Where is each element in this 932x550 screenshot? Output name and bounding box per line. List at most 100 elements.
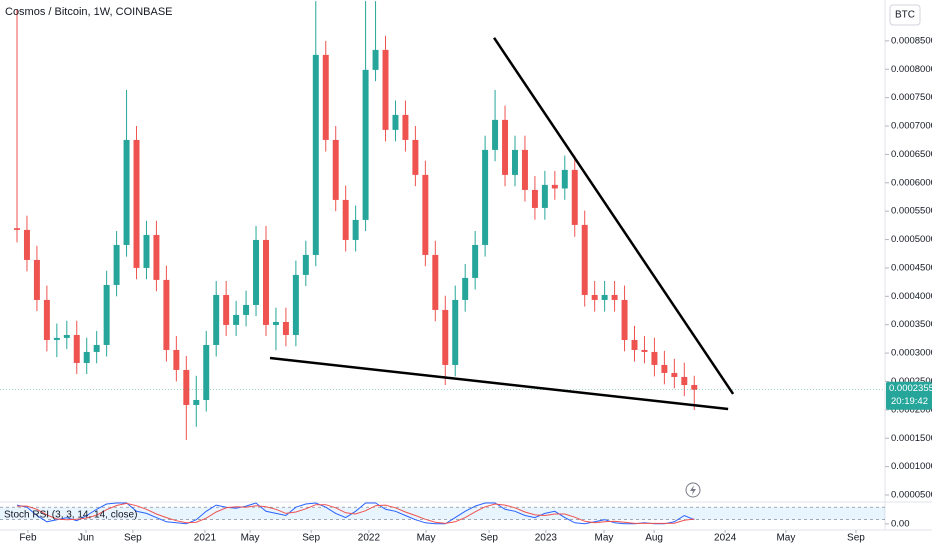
candle-body bbox=[322, 54, 329, 140]
candle-body bbox=[73, 334, 80, 363]
candle-body bbox=[621, 299, 628, 340]
candle-body bbox=[193, 399, 200, 405]
candle-body bbox=[631, 339, 638, 350]
y-tick-label: 0.0001500 bbox=[891, 433, 932, 444]
candle-body bbox=[382, 49, 389, 130]
x-tick-label: 2022 bbox=[358, 533, 381, 544]
candle-body bbox=[312, 54, 319, 255]
candle-body bbox=[422, 174, 429, 255]
candle-body bbox=[113, 244, 120, 285]
candle-body bbox=[432, 254, 439, 310]
candle-body bbox=[561, 169, 568, 189]
x-tick-label: 2024 bbox=[714, 533, 737, 544]
candle-body bbox=[213, 294, 220, 345]
x-tick-label: 2023 bbox=[535, 533, 558, 544]
candle-body bbox=[531, 189, 538, 208]
rsi-d-line bbox=[17, 502, 695, 524]
candle-body bbox=[372, 49, 379, 70]
candle-body bbox=[472, 244, 479, 278]
candle-body bbox=[442, 309, 449, 365]
trendline bbox=[493, 37, 735, 395]
rsi-k-line bbox=[16, 502, 695, 525]
candle-body bbox=[681, 376, 688, 385]
candle-body bbox=[233, 314, 240, 325]
candle-body bbox=[43, 299, 50, 340]
candle-body bbox=[482, 149, 489, 245]
candle-body bbox=[492, 119, 499, 150]
candle-body bbox=[133, 139, 140, 268]
candle-body bbox=[661, 364, 668, 373]
candle-body bbox=[173, 349, 180, 370]
currency-button[interactable] bbox=[889, 4, 921, 26]
x-tick-label: Feb bbox=[19, 533, 37, 544]
price-pane bbox=[0, 1, 885, 440]
candle-body bbox=[33, 259, 40, 300]
candle-body bbox=[282, 321, 289, 335]
candle-body bbox=[601, 294, 608, 300]
candle-body bbox=[103, 284, 110, 345]
candle-body bbox=[163, 279, 170, 350]
candle-body bbox=[551, 184, 558, 189]
candle-body bbox=[591, 294, 598, 300]
candle-body bbox=[452, 299, 459, 365]
x-tick-label: 2021 bbox=[194, 533, 217, 544]
candle-body bbox=[462, 277, 469, 300]
candle-body bbox=[53, 337, 60, 340]
y-tick-label: 0.0004000 bbox=[891, 291, 932, 302]
candle-body bbox=[243, 304, 250, 315]
candle-body bbox=[362, 69, 369, 220]
y-tick-label: 0.0005500 bbox=[891, 206, 932, 217]
y-tick-label: 0.0002500 bbox=[891, 376, 932, 387]
rsi-tick-label: 0.00 bbox=[891, 518, 910, 529]
candle-body bbox=[263, 239, 269, 325]
candle-body bbox=[14, 228, 20, 230]
candle-body bbox=[253, 239, 260, 305]
x-tick-label: Sep bbox=[847, 533, 865, 544]
currency-label: BTC bbox=[895, 10, 915, 21]
candle-body bbox=[521, 149, 528, 190]
y-tick-label: 0.0002000 bbox=[891, 404, 932, 415]
candle-body bbox=[571, 169, 578, 225]
candle-body bbox=[143, 234, 150, 268]
x-tick-label: May bbox=[776, 533, 795, 544]
candle-body bbox=[671, 372, 678, 377]
y-tick-label: 0.0001000 bbox=[891, 461, 932, 472]
x-tick-label: May bbox=[595, 533, 614, 544]
x-tick-label: May bbox=[241, 533, 260, 544]
x-tick-label: May bbox=[417, 533, 436, 544]
candle-body bbox=[342, 199, 349, 240]
candle-body bbox=[392, 114, 399, 130]
candle-body bbox=[93, 344, 100, 352]
candle-body bbox=[651, 351, 658, 365]
last-price-label: 0.0002355 bbox=[889, 383, 932, 394]
candle-body bbox=[352, 219, 359, 240]
candle-body bbox=[502, 119, 509, 175]
x-tick-label: Aug bbox=[645, 533, 663, 544]
candle-body bbox=[203, 344, 210, 400]
candle-body bbox=[332, 139, 339, 200]
candle-body bbox=[541, 184, 548, 208]
y-tick-label: 0.0003500 bbox=[891, 319, 932, 330]
rsi-title: Stoch RSI (3, 3, 14, 14, close) bbox=[4, 510, 137, 521]
candle-body bbox=[641, 349, 648, 352]
candle-body bbox=[83, 351, 90, 363]
stoch-rsi-pane: Stoch RSI (3, 3, 14, 14, close) bbox=[0, 502, 885, 525]
y-tick-label: 0.0007000 bbox=[891, 121, 932, 132]
last-price-box bbox=[886, 381, 932, 410]
candle-body bbox=[63, 334, 70, 338]
y-tick-label: 0.0006000 bbox=[891, 177, 932, 188]
y-tick-label: 0.0000500 bbox=[891, 490, 932, 501]
candle-body bbox=[292, 274, 299, 335]
y-tick-label: 0.0008500 bbox=[891, 35, 932, 46]
candle-body bbox=[581, 224, 588, 295]
chart-title: Cosmos / Bitcoin, 1W, COINBASE bbox=[5, 6, 173, 18]
y-tick-label: 0.0006500 bbox=[891, 149, 932, 160]
candle-body bbox=[611, 294, 618, 300]
y-tick-label: 0.0007500 bbox=[891, 92, 932, 103]
y-tick-label: 0.0004500 bbox=[891, 262, 932, 273]
y-tick-label: 0.0008000 bbox=[891, 64, 932, 75]
x-tick-label: Sep bbox=[302, 533, 320, 544]
candle-body bbox=[23, 229, 30, 260]
